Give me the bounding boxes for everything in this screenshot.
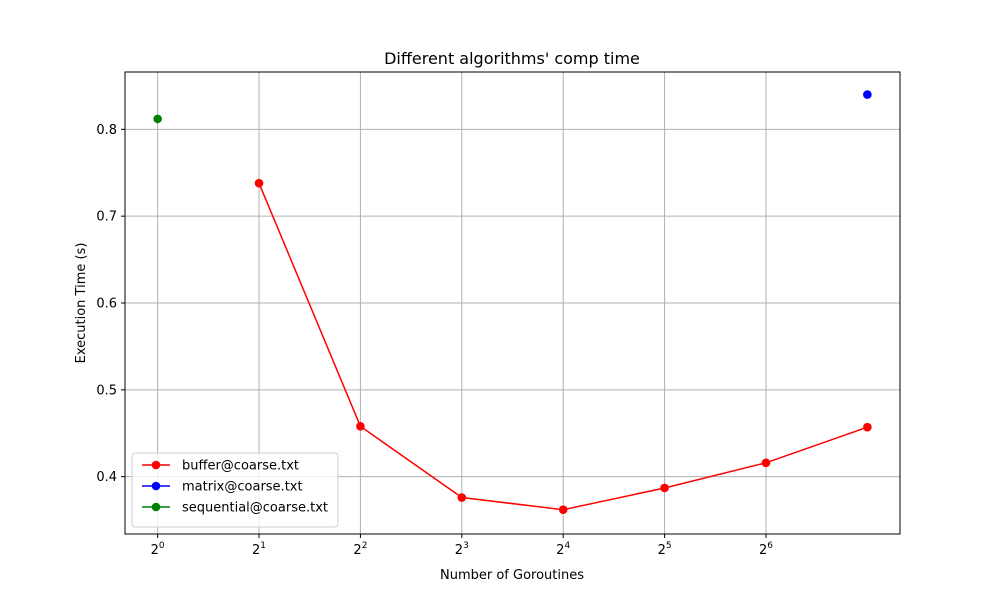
legend-label: sequential@coarse.txt	[182, 501, 328, 516]
ticks: 20 21 22 23 24 25 260.40.50.60.70.8	[96, 123, 773, 558]
x-tick-label: 24	[556, 541, 570, 558]
x-tick-base: 2	[759, 543, 767, 558]
x-tick-label: 25	[658, 541, 672, 558]
x-tick-label: 26	[759, 541, 773, 558]
x-tick-label: 22	[353, 541, 367, 558]
y-tick-label: 0.8	[96, 123, 117, 138]
legend-label: buffer@coarse.txt	[182, 459, 299, 474]
legend-item: sequential@coarse.txt	[142, 501, 328, 516]
legend-item: buffer@coarse.txt	[142, 459, 299, 474]
x-tick-exponent: 0	[159, 541, 165, 551]
data-point	[863, 422, 872, 432]
legend-swatch-marker	[151, 502, 161, 512]
legend-box	[131, 452, 339, 528]
x-tick-exponent: 2	[362, 541, 368, 551]
chart-title: Different algorithms' comp time	[384, 49, 640, 68]
y-tick-label: 0.5	[96, 383, 117, 398]
x-tick-base: 2	[151, 543, 159, 558]
x-tick-base: 2	[353, 543, 361, 558]
x-tick-exponent: 3	[463, 541, 469, 551]
series-2	[863, 90, 872, 99]
grid	[125, 72, 900, 534]
series-3	[153, 114, 162, 124]
x-tick-base: 2	[252, 543, 260, 558]
data-point	[558, 505, 568, 514]
legend-swatch-marker	[151, 481, 161, 491]
x-tick-exponent: 1	[260, 541, 266, 551]
series-1	[254, 178, 872, 514]
series-layer	[153, 90, 872, 514]
data-point	[761, 458, 771, 468]
y-tick-label: 0.7	[96, 210, 117, 225]
y-axis-label: Execution Time (s)	[74, 243, 89, 364]
x-tick-base: 2	[556, 543, 564, 558]
data-point	[457, 493, 467, 502]
x-tick-label: 21	[252, 541, 266, 558]
data-point	[863, 90, 872, 99]
x-tick-exponent: 4	[564, 541, 570, 551]
legend-label: matrix@coarse.txt	[182, 480, 303, 495]
legend: buffer@coarse.txt matrix@coarse.txt sequen…	[131, 452, 339, 528]
x-tick-base: 2	[658, 543, 666, 558]
data-point	[356, 422, 365, 431]
x-axis-label: Number of Goroutines	[440, 568, 584, 583]
y-tick-label: 0.4	[96, 470, 117, 485]
legend-swatch-marker	[151, 460, 161, 470]
y-tick-label: 0.6	[96, 297, 117, 312]
legend-item: matrix@coarse.txt	[142, 480, 303, 495]
x-tick-base: 2	[455, 543, 463, 558]
data-point	[660, 483, 669, 493]
data-point	[153, 114, 162, 124]
data-point	[254, 178, 264, 188]
x-tick-label: 20	[151, 541, 165, 558]
x-tick-exponent: 5	[666, 541, 672, 551]
x-tick-exponent: 6	[767, 541, 773, 551]
x-tick-label: 23	[455, 541, 469, 558]
